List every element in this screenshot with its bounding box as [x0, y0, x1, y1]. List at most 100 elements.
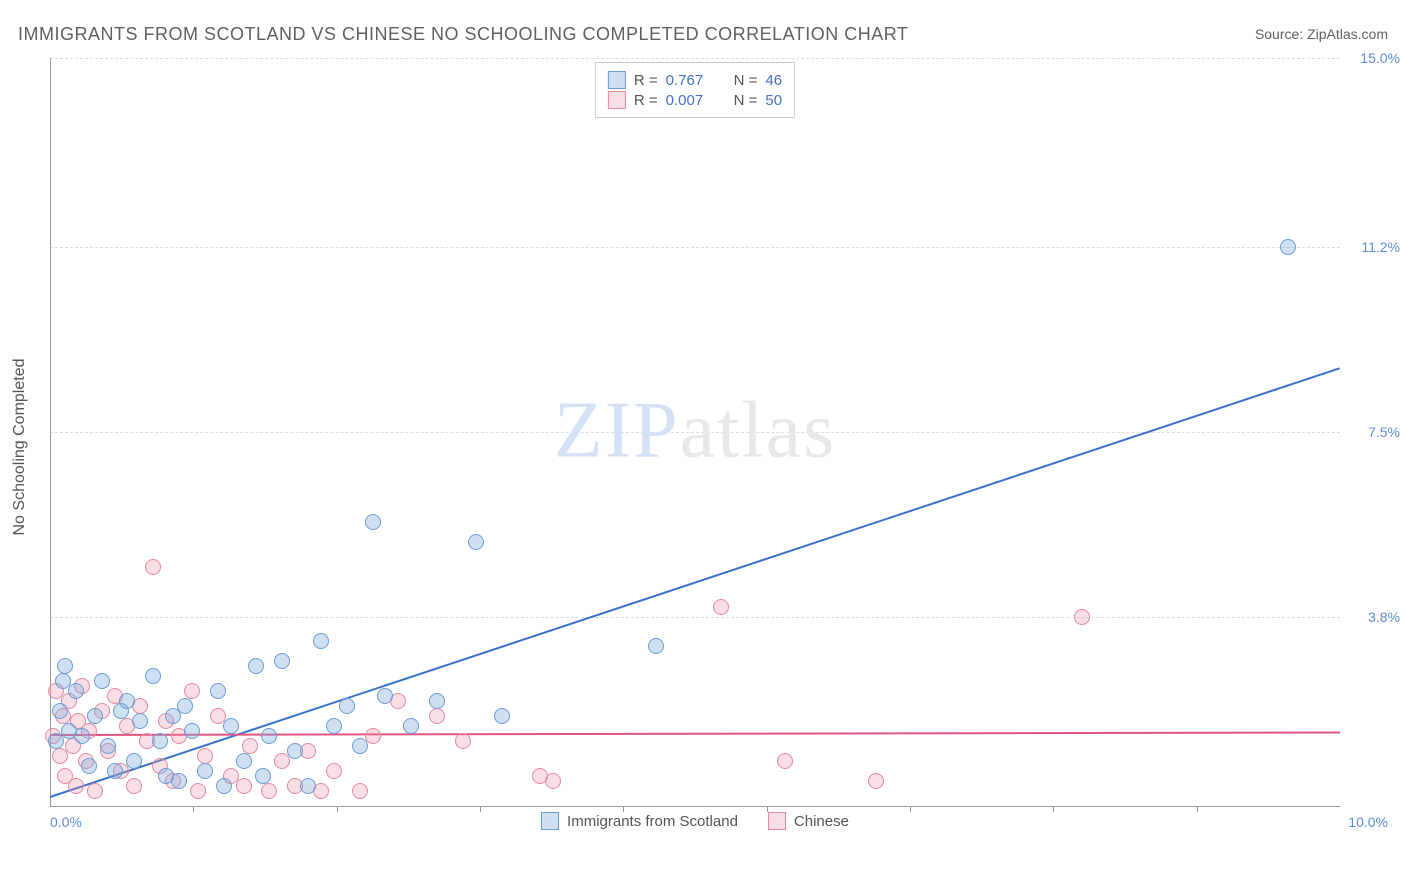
n-value: 46 — [765, 72, 782, 89]
data-point — [287, 743, 303, 759]
r-value: 0.007 — [666, 92, 726, 109]
data-point — [210, 683, 226, 699]
x-tick-label-min: 0.0% — [50, 814, 82, 830]
data-point — [365, 728, 381, 744]
source-value: ZipAtlas.com — [1307, 26, 1388, 42]
data-point — [126, 753, 142, 769]
data-point — [145, 559, 161, 575]
legend-item: Chinese — [768, 812, 849, 830]
legend-swatch — [768, 812, 786, 830]
data-point — [274, 653, 290, 669]
data-point — [455, 733, 471, 749]
x-tick-mark — [910, 806, 911, 812]
data-point — [132, 713, 148, 729]
data-point — [68, 778, 84, 794]
r-label: R = — [634, 72, 658, 89]
data-point — [1280, 239, 1296, 255]
data-point — [94, 673, 110, 689]
legend-swatch — [541, 812, 559, 830]
data-point — [197, 748, 213, 764]
x-axis-line — [50, 806, 1340, 807]
legend-label: Immigrants from Scotland — [567, 813, 738, 830]
data-point — [87, 783, 103, 799]
legend-swatch — [608, 71, 626, 89]
data-point — [545, 773, 561, 789]
data-point — [107, 763, 123, 779]
grid-line — [50, 617, 1340, 618]
data-point — [145, 668, 161, 684]
data-point — [126, 778, 142, 794]
data-point — [223, 718, 239, 734]
x-tick-mark — [1197, 806, 1198, 812]
x-tick-mark — [1053, 806, 1054, 812]
data-point — [190, 783, 206, 799]
data-point — [184, 723, 200, 739]
data-point — [403, 718, 419, 734]
x-tick-label-max: 10.0% — [1348, 814, 1388, 830]
chart-title: IMMIGRANTS FROM SCOTLAND VS CHINESE NO S… — [18, 24, 908, 45]
grid-line — [50, 247, 1340, 248]
data-point — [184, 683, 200, 699]
data-point — [648, 638, 664, 654]
data-point — [57, 658, 73, 674]
data-point — [74, 728, 90, 744]
legend-row: R = 0.767 N = 46 — [608, 71, 782, 89]
source-attribution: Source: ZipAtlas.com — [1255, 26, 1388, 42]
data-point — [177, 698, 193, 714]
source-label: Source: — [1255, 26, 1307, 42]
y-tick-label: 7.5% — [1368, 424, 1400, 440]
data-point — [377, 688, 393, 704]
x-tick-mark — [193, 806, 194, 812]
data-point — [777, 753, 793, 769]
data-point — [261, 728, 277, 744]
y-tick-label: 11.2% — [1361, 239, 1400, 255]
data-point — [352, 738, 368, 754]
data-point — [429, 693, 445, 709]
data-point — [197, 763, 213, 779]
r-label: R = — [634, 92, 658, 109]
scatter-plot: 3.8%7.5%11.2%15.0%ZIPatlas0.0%10.0%R =0.… — [50, 58, 1340, 836]
y-tick-label: 3.8% — [1368, 609, 1400, 625]
correlation-legend: R = 0.767 N = 46 R = 0.007 N = 50 — [595, 62, 795, 118]
data-point — [494, 708, 510, 724]
data-point — [352, 783, 368, 799]
data-point — [339, 698, 355, 714]
data-point — [1074, 609, 1090, 625]
chart-area: No Schooling Completed 3.8%7.5%11.2%15.0… — [50, 58, 1340, 836]
data-point — [119, 693, 135, 709]
data-point — [242, 738, 258, 754]
data-point — [429, 708, 445, 724]
data-point — [868, 773, 884, 789]
data-point — [255, 768, 271, 784]
data-point — [236, 778, 252, 794]
legend-label: Chinese — [794, 813, 849, 830]
n-label: N = — [734, 72, 758, 89]
legend-item: Immigrants from Scotland — [541, 812, 738, 830]
legend-swatch — [608, 91, 626, 109]
data-point — [468, 534, 484, 550]
data-point — [216, 778, 232, 794]
data-point — [87, 708, 103, 724]
data-point — [68, 683, 84, 699]
r-value: 0.767 — [666, 72, 726, 89]
data-point — [171, 773, 187, 789]
data-point — [326, 763, 342, 779]
data-point — [365, 514, 381, 530]
data-point — [236, 753, 252, 769]
data-point — [261, 783, 277, 799]
data-point — [713, 599, 729, 615]
n-value: 50 — [765, 92, 782, 109]
data-point — [326, 718, 342, 734]
data-point — [81, 758, 97, 774]
x-tick-mark — [337, 806, 338, 812]
y-axis-title: No Schooling Completed — [11, 359, 29, 536]
header: IMMIGRANTS FROM SCOTLAND VS CHINESE NO S… — [18, 18, 1388, 50]
data-point — [313, 633, 329, 649]
data-point — [52, 703, 68, 719]
n-label: N = — [734, 92, 758, 109]
data-point — [248, 658, 264, 674]
y-tick-label: 15.0% — [1360, 50, 1400, 66]
data-point — [152, 733, 168, 749]
x-tick-mark — [480, 806, 481, 812]
grid-line — [50, 58, 1340, 59]
